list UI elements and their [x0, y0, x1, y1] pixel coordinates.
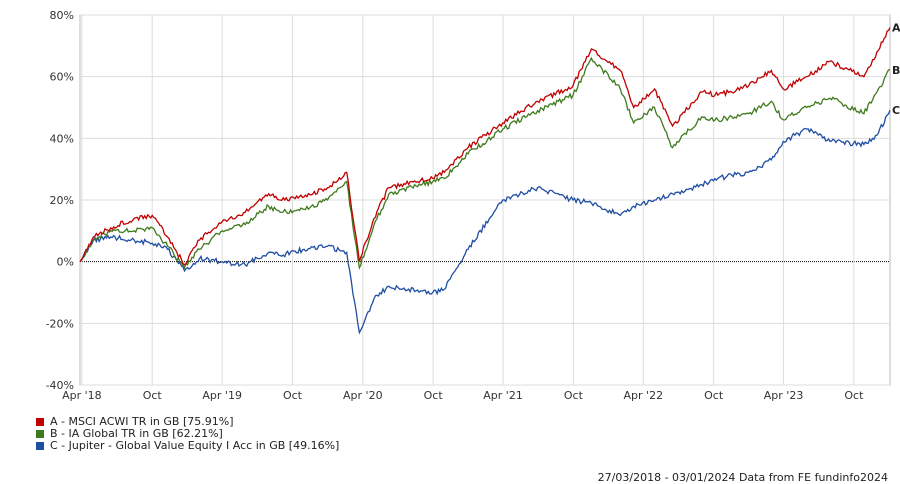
end-label-a: A	[892, 22, 900, 35]
x-tick-label: Oct	[424, 389, 444, 402]
data-source: Data from FE fundinfo2024	[738, 471, 888, 484]
series-end-labels: C B A	[892, 22, 900, 117]
legend-label-c: C - Jupiter - Global Value Equity I Acc …	[50, 439, 340, 452]
x-tick-label: Oct	[564, 389, 584, 402]
y-tick-label: 0%	[57, 256, 74, 269]
y-tick-label: -40%	[46, 379, 74, 392]
legend-item-a: A - MSCI ACWI TR in GB [75.91%]	[36, 416, 339, 428]
legend-swatch-c	[36, 442, 44, 450]
x-tick-label: Apr '20	[343, 389, 383, 402]
series-lines	[79, 27, 891, 335]
y-tick-label: 80%	[50, 9, 74, 22]
x-tick-label: Apr '19	[202, 389, 242, 402]
series-line-b	[79, 56, 890, 270]
x-axis-tick-labels: Apr '18 Oct Apr '19 Oct Apr '20 Oct Apr '21 Oct…	[62, 389, 864, 402]
series-line-a	[79, 27, 891, 266]
x-tick-label: Apr '21	[483, 389, 523, 402]
legend: A - MSCI ACWI TR in GB [75.91%] B - IA G…	[36, 416, 339, 452]
x-tick-label: Apr '23	[764, 389, 804, 402]
footer-credit: 27/03/2018 - 03/01/2024 Data from FE fun…	[598, 471, 888, 484]
legend-swatch-a	[36, 418, 44, 426]
y-tick-label: 40%	[50, 132, 74, 145]
y-tick-label: -20%	[46, 317, 74, 330]
x-tick-label: Apr '22	[624, 389, 664, 402]
y-tick-label: 20%	[50, 194, 74, 207]
y-tick-label: 60%	[50, 71, 74, 84]
legend-item-b: B - IA Global TR in GB [62.21%]	[36, 428, 339, 440]
x-tick-label: Oct	[143, 389, 163, 402]
date-range: 27/03/2018 - 03/01/2024	[597, 471, 736, 484]
legend-label-b: B - IA Global TR in GB [62.21%]	[50, 427, 223, 440]
x-tick-label: Apr '18	[62, 389, 102, 402]
x-tick-label: Oct	[283, 389, 303, 402]
end-label-c: C	[892, 104, 900, 117]
series-line-c	[79, 109, 891, 335]
end-label-b: B	[892, 64, 900, 77]
x-tick-label: Oct	[844, 389, 864, 402]
legend-item-c: C - Jupiter - Global Value Equity I Acc …	[36, 440, 339, 452]
legend-label-a: A - MSCI ACWI TR in GB [75.91%]	[50, 415, 234, 428]
x-tick-label: Oct	[704, 389, 724, 402]
line-chart: -40% -20% 0% 20% 40% 60% 80% Apr '18 Oct Apr '19…	[46, 9, 900, 402]
grid-lines	[79, 14, 891, 386]
legend-swatch-b	[36, 430, 44, 438]
y-axis-tick-labels: -40% -20% 0% 20% 40% 60% 80%	[46, 9, 74, 392]
